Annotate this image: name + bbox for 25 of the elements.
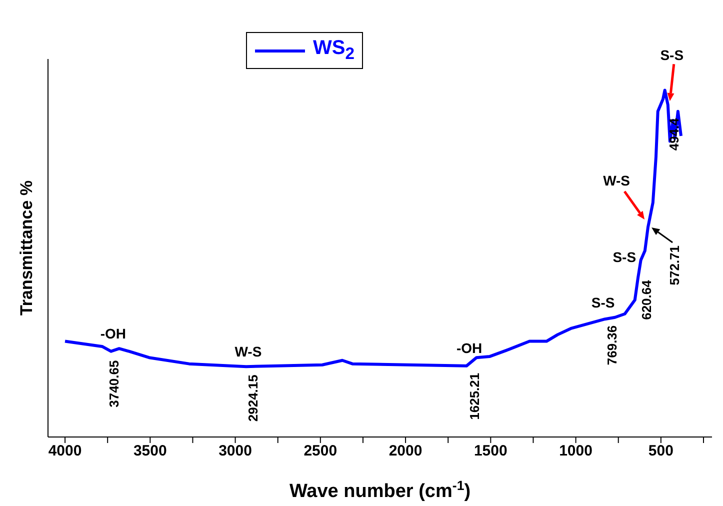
legend-label: WS$_{2}$ (313, 37, 354, 64)
x-tick-label: 2000 (388, 442, 422, 460)
x-tick-label: 1500 (474, 442, 508, 460)
x-tick-label: 2500 (304, 442, 338, 460)
x-tick-label: 3500 (133, 442, 167, 460)
x-tick-label: 500 (648, 442, 674, 460)
x-tick-label: 4000 (48, 442, 82, 460)
annotation: S-S (660, 47, 684, 64)
annotation: -OH (456, 340, 482, 356)
annotation: W-S (234, 344, 262, 360)
y-axis-title: Transmittance % (17, 180, 36, 316)
annotation: -OH (100, 325, 126, 342)
x-axis-title: Wave number (cm$^{-1}$) (289, 478, 471, 502)
annotation: 1625.21 (466, 372, 482, 420)
annotation: S-S (591, 294, 615, 310)
annotation: S-S (612, 249, 636, 266)
x-tick-label: 3000 (218, 442, 252, 460)
annotation: 572.71 (667, 245, 682, 286)
annotation: 2924.15 (246, 374, 261, 422)
annotation: 620.64 (638, 279, 654, 320)
annotation: 3740.65 (106, 360, 122, 408)
x-tick-label: 1000 (559, 442, 592, 460)
annotation: W-S (603, 172, 630, 188)
annotation: 769.36 (604, 325, 620, 366)
annotation: 494.4 (666, 117, 682, 151)
